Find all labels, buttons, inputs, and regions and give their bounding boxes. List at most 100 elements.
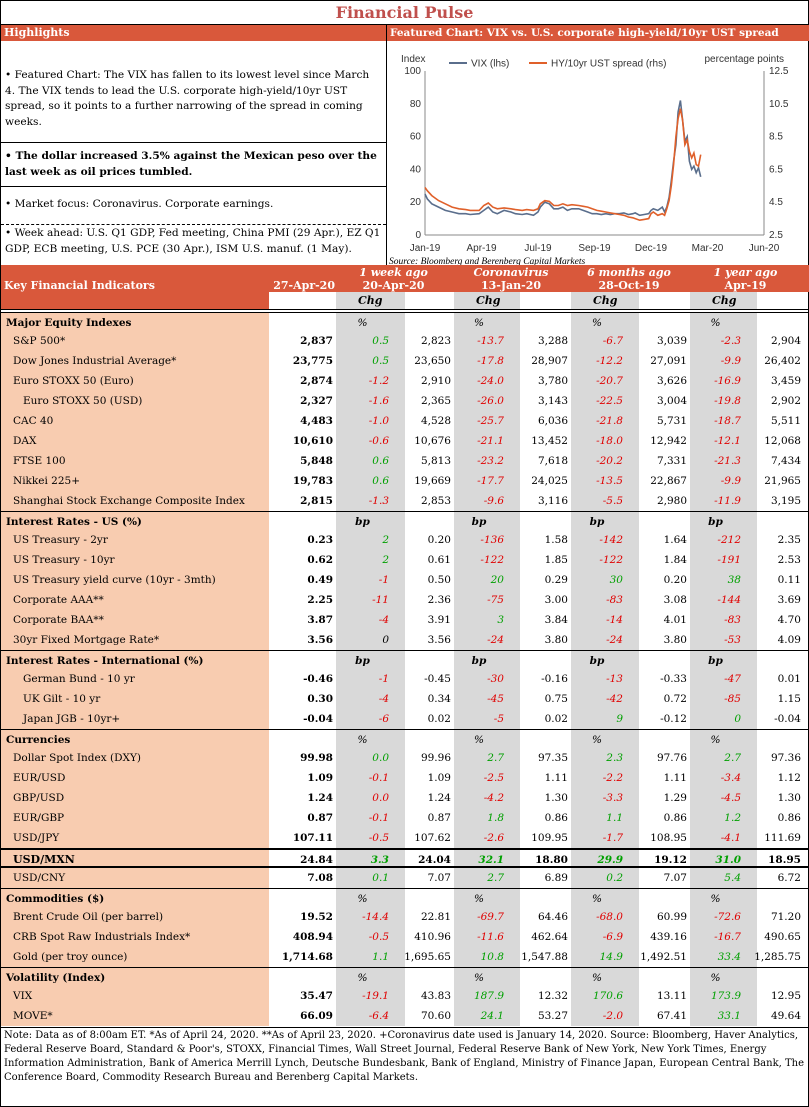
label-bg <box>1 828 269 848</box>
chg-bg <box>336 411 405 431</box>
chg-bg <box>571 986 639 1006</box>
table-row: Gold (per troy ounce) 1,714.68 1.1 1,695.65… <box>1 947 809 967</box>
change-value: -19.1 <box>362 990 389 1002</box>
chg-bg <box>571 351 639 371</box>
change-value: 170.6 <box>592 990 623 1002</box>
chg-bg <box>454 768 520 788</box>
chg-bg <box>336 590 405 610</box>
chg-bg <box>571 411 639 431</box>
period-value: 12.95 <box>770 990 801 1002</box>
chg-bg <box>454 730 520 748</box>
change-value: 1.8 <box>487 812 504 824</box>
chg-bg <box>336 570 405 590</box>
period-value: 2,902 <box>770 395 801 407</box>
current-value: 1,714.68 <box>281 951 333 963</box>
current-value: 99.98 <box>300 752 333 764</box>
change-value: 2.7 <box>487 872 504 884</box>
chg-bg <box>336 986 405 1006</box>
unit-label: % <box>474 972 484 984</box>
change-value: -83 <box>606 594 623 606</box>
period-value: 0.11 <box>777 574 801 586</box>
chg-bg <box>336 669 405 689</box>
unit-label: bp <box>589 655 605 667</box>
period-value: 7.07 <box>663 872 687 884</box>
table-row: German Bund - 10 yr -0.46 -1 -0.45 -30 -0.16 -… <box>1 669 809 689</box>
table-row: US Treasury yield curve (10yr - 3mth) 0.4… <box>1 570 809 590</box>
table-row: DAX 10,610 -0.6 10,676 -21.1 13,452 -18.0 12,94… <box>1 431 809 451</box>
change-value: 14.9 <box>599 951 623 963</box>
table-row: Shanghai Stock Exchange Composite Index 2… <box>1 491 809 511</box>
label-bg <box>1 411 269 431</box>
change-value: -20.7 <box>596 375 623 387</box>
unit-label: % <box>710 972 721 984</box>
chg-bg <box>336 808 405 828</box>
chg-bg <box>690 669 757 689</box>
current-value: 4,483 <box>300 415 333 427</box>
y-right-tick-label: 2.5 <box>769 230 783 241</box>
period-value: 3.00 <box>544 594 568 606</box>
period-value: 3.84 <box>544 614 568 626</box>
change-value: -47 <box>724 673 741 685</box>
period-value: 1.29 <box>663 792 687 804</box>
chg-bg <box>336 927 405 947</box>
y-left-tick-label: 60 <box>410 132 422 143</box>
section-label: Major Equity Indexes <box>6 317 132 329</box>
change-value: 10.8 <box>480 951 504 963</box>
period-value: -0.45 <box>424 673 451 685</box>
change-value: -30 <box>487 673 504 685</box>
unit-label: % <box>592 893 602 905</box>
period-value: 109.95 <box>531 832 568 844</box>
change-value: -21.3 <box>714 455 741 467</box>
label-bg <box>1 331 269 351</box>
chg-bg <box>571 610 639 630</box>
label-bg <box>1 431 269 451</box>
label-bg <box>1 651 269 669</box>
chg-bg <box>690 351 757 371</box>
current-value: 35.47 <box>300 990 333 1002</box>
chg-header-bg <box>454 292 520 309</box>
unit-label: % <box>592 317 602 329</box>
chg-bg <box>336 610 405 630</box>
indicator-label: CRB Spot Raw Industrials Index* <box>13 931 191 943</box>
chg-bg <box>454 986 520 1006</box>
change-value: -212 <box>717 534 741 546</box>
unit-label: bp <box>471 516 487 528</box>
period-value: 0.50 <box>427 574 451 586</box>
period-value: 4.01 <box>663 614 687 626</box>
period-value: 4.70 <box>777 614 801 626</box>
chg-bg <box>571 850 639 866</box>
chg-bg <box>690 709 757 729</box>
change-value: -0.1 <box>368 772 389 784</box>
chg-bg <box>336 550 405 570</box>
table-row: VIX 35.47 -19.1 43.83 187.9 12.32 170.6 13.11 17… <box>1 986 809 1006</box>
period-value: 12,942 <box>650 435 687 447</box>
chg-bg <box>571 471 639 491</box>
chg-bg <box>454 471 520 491</box>
y-left-tick-label: 40 <box>410 164 422 175</box>
chg-header-bg <box>336 292 405 309</box>
change-value: -17.7 <box>477 475 504 487</box>
chg-bg <box>690 828 757 848</box>
highlight-1: • Featured Chart: The VIX has fallen to … <box>1 41 386 143</box>
chg-bg <box>571 709 639 729</box>
period-value: 60.99 <box>656 911 687 923</box>
chg-bg <box>336 850 405 866</box>
x-tick-label: Apr-19 <box>466 243 496 254</box>
unit-label: % <box>357 972 368 984</box>
indicator-label: UK Gilt - 10 yr <box>23 693 101 705</box>
current-value: 3.56 <box>307 634 333 646</box>
period-label: 6 months ago <box>587 266 671 279</box>
chg-bg <box>571 491 639 511</box>
chg-bg <box>336 530 405 550</box>
chg-bg <box>336 709 405 729</box>
legend-label-vix: VIX (lhs) <box>471 59 509 70</box>
table-row: Corporate BAA** 3.87 -4 3.91 3 3.84 -14 4.01 -83… <box>1 610 809 630</box>
highlights-header: Highlights <box>1 25 386 41</box>
change-value: -14 <box>606 614 623 626</box>
chg-bg <box>690 431 757 451</box>
featured-chart-panel: Featured Chart: VIX vs. U.S. corporate h… <box>387 25 809 265</box>
header-date-bg <box>269 265 809 292</box>
unit-label: % <box>592 972 602 984</box>
table-row: Euro STOXX 50 (USD) 2,327 -1.6 2,365 -26.0 3,… <box>1 391 809 411</box>
unit-label: % <box>474 734 484 746</box>
